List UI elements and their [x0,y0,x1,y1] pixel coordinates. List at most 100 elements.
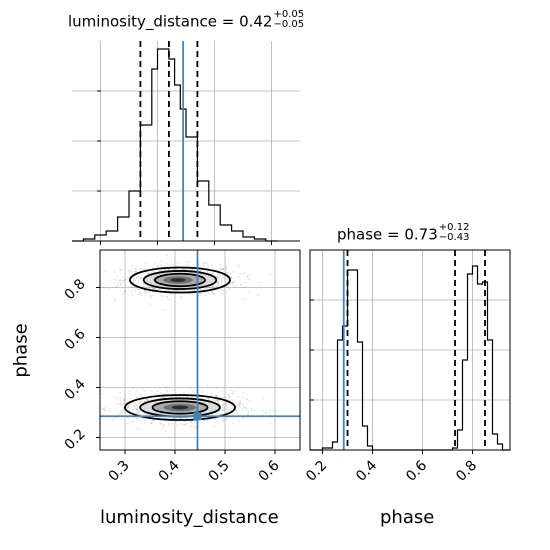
bl-sample-point [144,290,146,292]
bl-sample-point [164,268,166,271]
bl-sample-point [188,425,191,428]
bl-sample-point [211,285,214,288]
bl-sample-point [125,422,128,425]
bl-sample-point [212,273,215,276]
bl-sample-point [183,420,185,423]
bl-sample-point [238,403,241,406]
bl-sample-point [128,269,131,272]
bl-sample-point [186,264,189,267]
bl-sample-point [245,407,247,410]
bl-sample-point [134,289,136,292]
bl-density-fill-1-4 [171,405,189,410]
br-histogram-step [310,265,510,451]
bl-sample-point [153,287,156,290]
bl-sample-point [225,407,228,410]
bl-sample-point [127,270,130,273]
bl-sample-point [96,411,98,413]
bl-sample-point [123,397,126,400]
bl-sample-point [226,398,229,401]
bl-sample-point [194,292,196,295]
bl-sample-point [159,264,162,267]
bl-sample-point [228,394,231,397]
bl-sample-point [219,413,222,416]
bl-sample-point [179,417,182,420]
bl-sample-point [145,262,148,265]
bl-sample-point [211,264,213,267]
bl-sample-point [217,280,219,283]
bl-sample-point [190,425,193,427]
bl-sample-point [167,298,170,301]
bl-sample-point [123,276,126,279]
bl-sample-point [139,277,142,279]
bl-sample-point [150,422,153,424]
bl-sample-point [212,293,215,296]
bl-sample-point [124,394,127,397]
bl-sample-point [221,292,224,295]
bl-sample-point [172,263,175,266]
bl-sample-point [237,276,240,279]
bl-sample-point [158,288,161,291]
bl-sample-point [138,402,141,405]
title-param: luminosity_distance [68,12,217,31]
bl-sample-point [229,396,231,399]
bl-sample-point [224,275,227,278]
bl-sample-point [149,296,152,299]
bl-sample-point [222,419,225,422]
bl-sample-point [246,275,249,278]
bl-contour-0-0 [129,266,231,294]
bl-sample-point [161,422,163,425]
bl-sample-point [165,295,168,298]
bl-sample-point [141,417,144,420]
bl-sample-point [120,279,123,282]
bl-sample-point [134,268,137,270]
bl-sample-point [243,271,245,274]
bl-sample-point [258,281,261,283]
bl-sample-point [122,409,124,412]
bl-sample-point [199,294,202,297]
bl-sample-point [221,404,224,407]
bl-sample-point [162,309,165,312]
bl-sample-point [146,398,148,400]
bl-sample-point [127,406,130,408]
bl-sample-point [116,275,119,278]
br-xtick-label: 0.4 [353,458,380,485]
bl-sample-point [147,399,150,401]
bl-sample-point [183,424,186,427]
bl-sample-point [218,274,221,276]
bl-sample-point [203,263,206,265]
bl-sample-point [231,282,234,285]
bl-sample-point [221,267,223,270]
bl-sample-point [217,269,220,271]
bl-sample-point [152,288,154,290]
bl-sample-point [198,292,201,295]
bl-sample-point [145,291,148,294]
bl-sample-point [220,279,223,282]
bl-sample-point [206,262,209,265]
bl-sample-point [205,287,208,289]
bl-sample-point [240,283,242,286]
bl-sample-point [230,399,233,402]
bl-sample-point [127,406,129,409]
bl-sample-point [79,270,81,272]
bl-sample-point [103,408,106,411]
bl-sample-point [146,273,149,275]
bl-sample-point [144,389,147,392]
bl-sample-point [222,406,225,409]
bl-sample-point [137,411,140,414]
bl-sample-point [222,408,225,411]
bl-sample-point [212,272,215,274]
bl-sample-point [135,412,138,414]
bl-sample-point [179,417,182,420]
bl-sample-point [218,283,220,286]
bl-sample-point [129,286,132,289]
bl-sample-point [191,396,193,399]
bl-frame [99,249,301,451]
bl-sample-point [214,425,216,428]
bl-sample-point [208,286,211,289]
bl-sample-point [166,263,169,265]
bl-sample-point [220,281,223,284]
bl-sample-point [139,400,142,403]
bl-sample-point [223,407,226,409]
bl-sample-point [132,420,135,423]
